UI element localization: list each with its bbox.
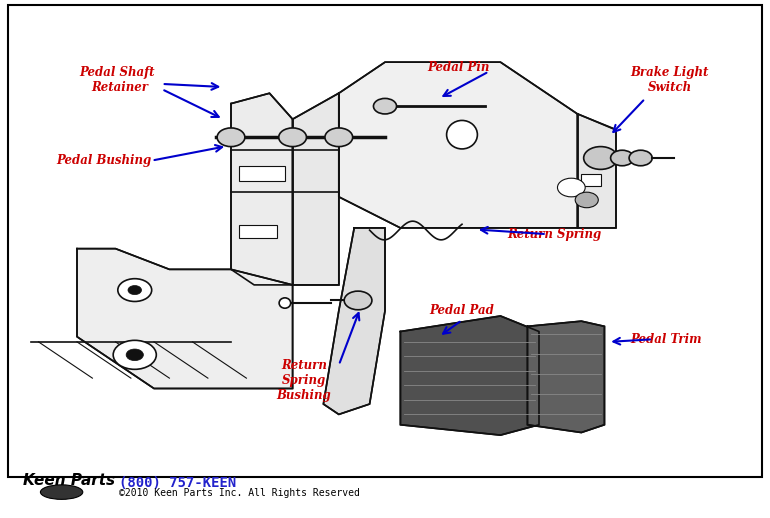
Polygon shape [578,114,616,228]
Circle shape [279,128,306,147]
Text: (800) 757-KEEN: (800) 757-KEEN [119,476,236,490]
Ellipse shape [40,485,83,499]
Polygon shape [231,93,293,285]
Text: Pedal Bushing: Pedal Bushing [56,154,152,167]
Text: Return
Spring
Bushing: Return Spring Bushing [276,359,332,402]
Text: Brake Light
Switch: Brake Light Switch [631,66,709,94]
Polygon shape [339,62,578,228]
Bar [581,174,601,186]
FancyBboxPatch shape [8,5,762,477]
Bar [239,166,285,181]
Ellipse shape [447,121,477,149]
Text: ©2010 Keen Parts Inc. All Rights Reserved: ©2010 Keen Parts Inc. All Rights Reserve… [119,488,360,498]
Circle shape [118,279,152,301]
Circle shape [629,150,652,166]
Circle shape [611,150,634,166]
Polygon shape [293,93,339,285]
Circle shape [128,285,142,295]
Ellipse shape [279,298,290,308]
Text: Pedal Pad: Pedal Pad [430,304,494,318]
Polygon shape [323,228,385,414]
Circle shape [373,98,397,114]
Circle shape [325,128,353,147]
Text: Pedal Pin: Pedal Pin [427,61,490,74]
Text: Keen Parts: Keen Parts [23,473,115,488]
Circle shape [217,128,245,147]
Text: Pedal Shaft 
Retainer: Pedal Shaft Retainer [79,66,159,94]
Polygon shape [527,321,604,433]
Circle shape [584,147,618,169]
Polygon shape [77,249,293,388]
Polygon shape [400,316,539,435]
Text: Pedal Trim: Pedal Trim [631,333,701,346]
Circle shape [344,291,372,310]
Circle shape [557,178,585,197]
Circle shape [126,349,143,361]
Text: Return Spring: Return Spring [507,227,601,241]
Circle shape [113,340,156,369]
Bar [239,225,277,238]
Circle shape [575,192,598,208]
